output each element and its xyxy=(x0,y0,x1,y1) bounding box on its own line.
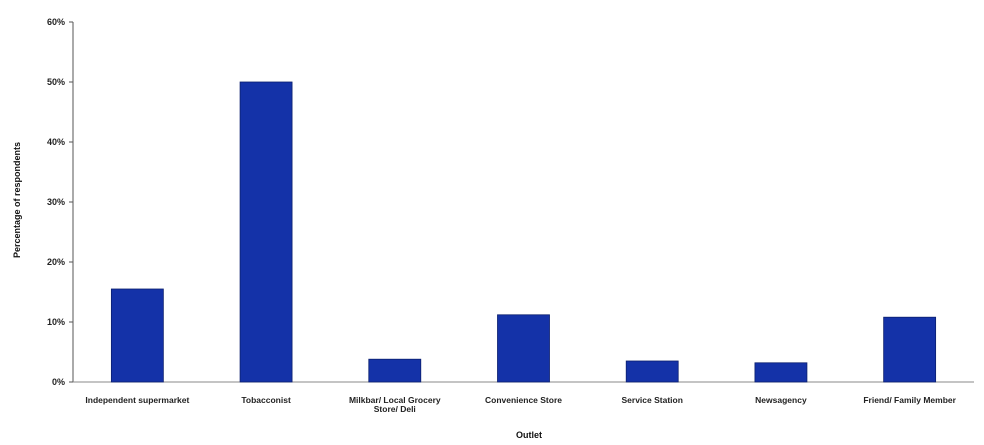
x-axis-title: Outlet xyxy=(516,430,542,440)
x-tick-label-line: Milkbar/ Local Grocery xyxy=(349,395,441,405)
bar xyxy=(110,288,164,383)
x-tick-label-line: Independent supermarket xyxy=(85,395,189,405)
x-tick-label-line: Service Station xyxy=(622,395,683,405)
x-tick-label: Independent supermarket xyxy=(85,395,189,405)
x-tick-label: Milkbar/ Local Grocery Store/ Deli xyxy=(349,395,441,414)
bar xyxy=(239,81,293,383)
x-tick-label-line: Friend/ Family Member xyxy=(863,395,956,405)
x-tick-label-line: Convenience Store xyxy=(485,395,562,405)
x-tick-label: Service Station xyxy=(622,395,683,405)
y-tick-label: 40% xyxy=(47,137,65,147)
bar xyxy=(754,362,808,383)
y-axis-title: Percentage of respondents xyxy=(12,142,22,258)
bar xyxy=(497,314,550,383)
y-tick-label: 30% xyxy=(47,197,65,207)
x-tick-label-line: Store/ Deli xyxy=(374,404,416,414)
bar xyxy=(625,360,679,383)
x-tick-label: Convenience Store xyxy=(485,395,562,405)
x-tick-label-line: Newsagency xyxy=(755,395,807,405)
x-tick-label: Tobacconist xyxy=(241,395,291,405)
bar xyxy=(368,358,422,383)
y-tick-label: 50% xyxy=(47,77,65,87)
y-tick-label: 60% xyxy=(47,17,65,27)
x-tick-label-line: Tobacconist xyxy=(241,395,291,405)
y-tick-label: 0% xyxy=(52,377,65,387)
y-tick-label: 10% xyxy=(47,317,65,327)
y-tick-label: 20% xyxy=(47,257,65,267)
bar xyxy=(883,316,937,383)
y-axis: 0% 10% 20% 30% 40% 50% 60% xyxy=(47,17,974,387)
bars xyxy=(110,81,937,383)
x-tick-label: Newsagency xyxy=(755,395,807,405)
x-tick-labels: Independent supermarket Tobacconist Milkba… xyxy=(85,395,956,414)
x-tick-label: Friend/ Family Member xyxy=(863,395,956,405)
